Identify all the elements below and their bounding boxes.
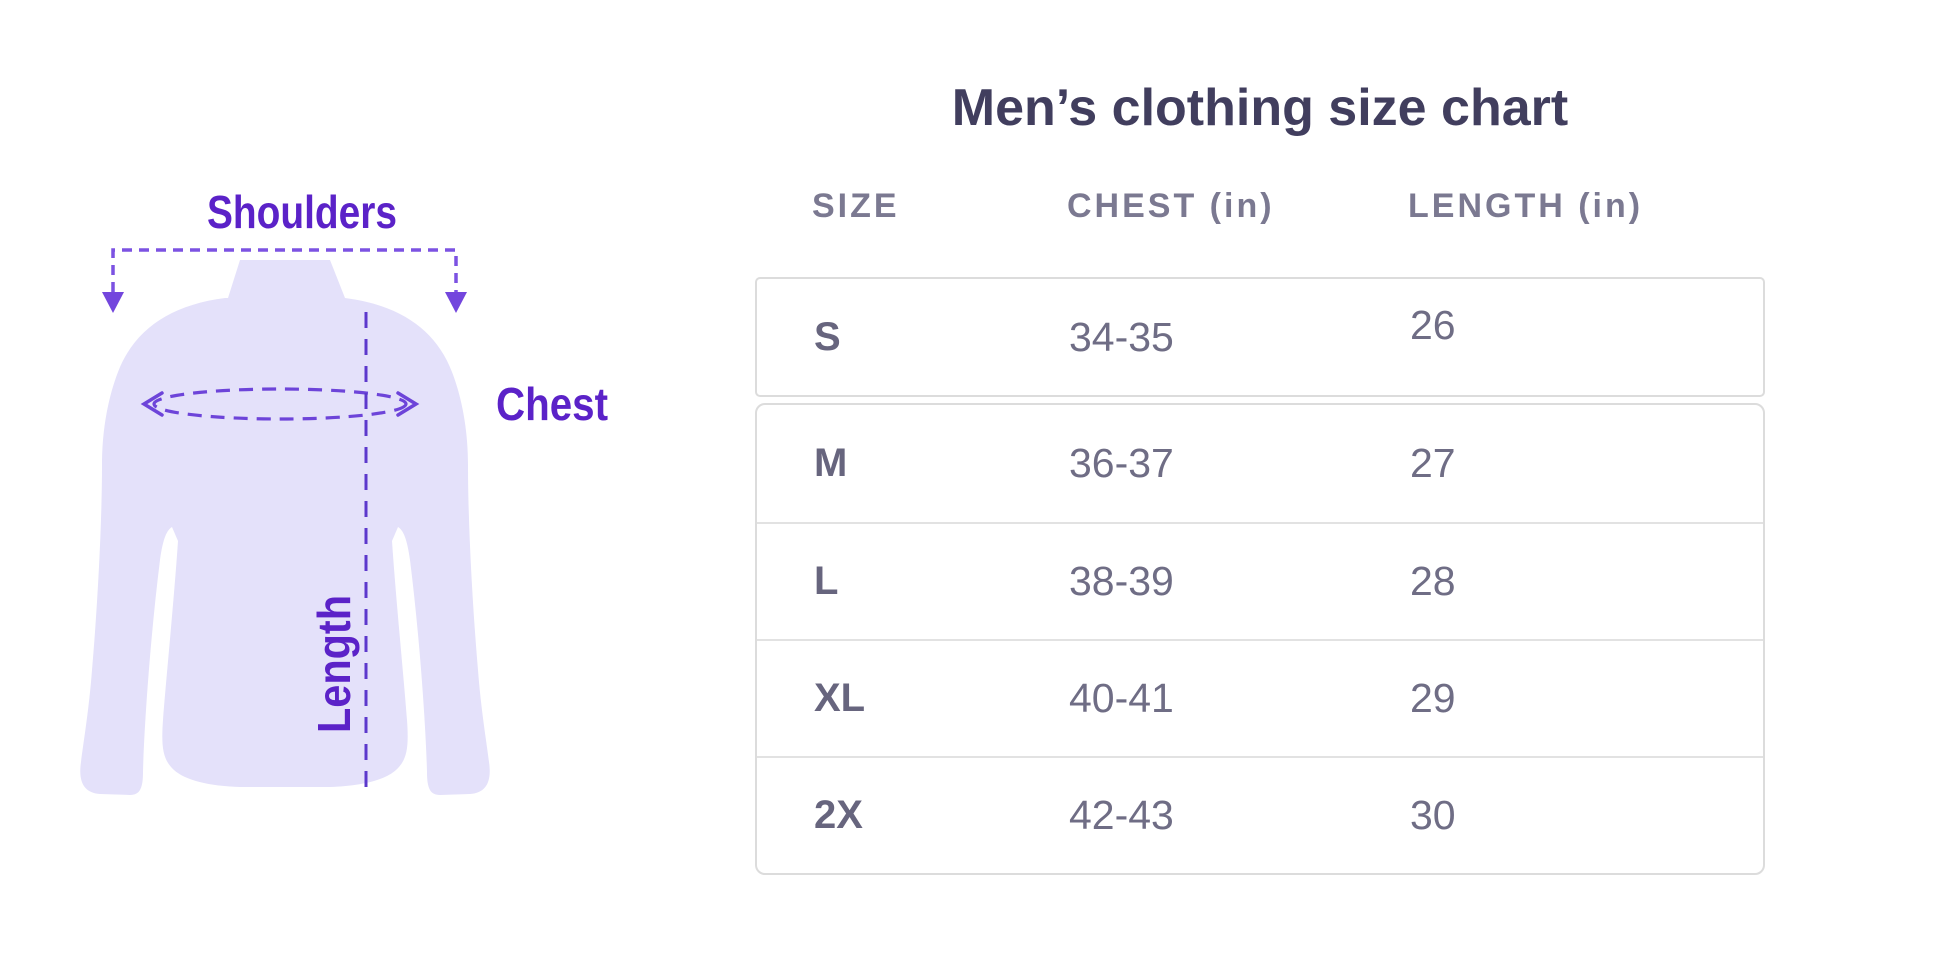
chest-arrowhead-right <box>396 391 420 417</box>
table-row: S 34-35 26 <box>757 279 1763 395</box>
shirt-measurement-diagram: Shoulders Chest Length <box>80 186 608 795</box>
size-chart-panel: Men’s clothing size chart SIZE CHEST (in… <box>755 0 1765 977</box>
shirt-graphic <box>80 260 490 795</box>
page-title: Men’s clothing size chart <box>951 79 1569 137</box>
chest-value: 36-37 <box>1069 440 1174 486</box>
size-value: M <box>814 441 848 485</box>
table-row: 2X 42-43 30 <box>757 756 1763 873</box>
size-value: 2X <box>814 793 863 837</box>
shoulders-arrowhead-left <box>102 292 124 313</box>
chest-value: 38-39 <box>1069 558 1174 604</box>
size-value: XL <box>814 676 866 720</box>
length-value: 26 <box>1410 301 1456 348</box>
column-header-size: SIZE <box>812 186 900 225</box>
length-value: 27 <box>1410 440 1456 486</box>
chest-value: 40-41 <box>1069 675 1174 721</box>
column-header-length: LENGTH (in) <box>1408 186 1644 225</box>
length-value: 28 <box>1410 558 1456 604</box>
chest-measure-ellipse <box>152 387 408 421</box>
chest-arrowhead-left <box>140 391 164 417</box>
chest-value: 42-43 <box>1069 792 1174 838</box>
table-group-s: S 34-35 26 <box>755 277 1765 397</box>
column-header-chest: CHEST (in) <box>1067 186 1275 225</box>
length-value: 30 <box>1410 792 1456 838</box>
table-row: XL 40-41 29 <box>757 639 1763 756</box>
table-row: L 38-39 28 <box>757 522 1763 639</box>
shoulders-measure-bracket <box>111 248 458 292</box>
chest-label: Chest <box>496 378 608 430</box>
length-value: 29 <box>1410 675 1456 721</box>
shoulders-arrowhead-right <box>445 292 467 313</box>
chest-value: 34-35 <box>1069 313 1174 360</box>
size-value: S <box>814 314 841 359</box>
length-label: Length <box>308 595 360 733</box>
table-row: M 36-37 27 <box>757 405 1763 522</box>
table-header-row: SIZE CHEST (in) LENGTH (in) <box>755 186 1765 226</box>
shoulders-label: Shoulders <box>207 186 397 238</box>
table-group-m-2x: M 36-37 27 L 38-39 28 XL 40-41 29 2X 42-… <box>755 403 1765 875</box>
size-value: L <box>814 559 839 603</box>
